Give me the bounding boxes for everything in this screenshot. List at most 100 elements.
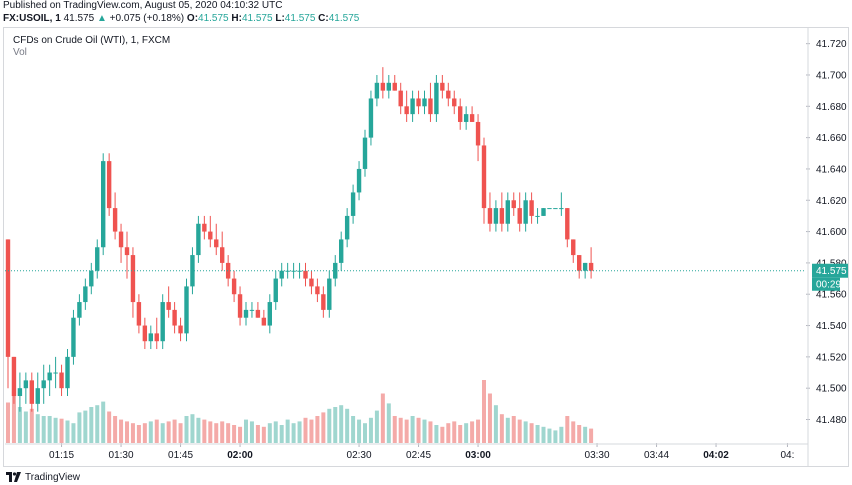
candle-body [166,302,171,310]
chart-legend-title[interactable]: CFDs on Crude Oil (WTI), 1, FXCM [13,35,171,46]
volume-bar [357,419,362,443]
volume-bar [559,426,564,443]
high-label: H: [231,13,242,24]
symbol-label[interactable]: FX:USOIL, 1 [3,13,61,24]
y-tick-label: 41.700 [816,70,847,81]
volume-bar [244,419,248,443]
y-tick-label: 41.500 [816,384,847,395]
quote-line: FX:USOIL, 1 41.575 ▲ +0.075 (+0.18%) O:4… [3,13,359,24]
candle-body [553,208,558,210]
candle-body [547,208,552,210]
y-tick-label: 41.560 [816,290,847,301]
candle-body [463,114,469,122]
candle-body [493,208,499,224]
candle-body [243,309,249,318]
volume-bar [529,423,534,443]
candle-body [410,98,415,115]
volume-bar [71,423,76,443]
volume-bar [113,416,118,443]
volume-bar [59,418,64,443]
chart-legend-volume[interactable]: Vol [13,47,27,58]
candle-layer [5,67,594,412]
volume-bar [583,426,588,443]
candle-body [344,215,350,240]
volume-bar [261,426,266,443]
candle-body [71,317,76,357]
candle-body [327,278,332,310]
y-tick-label: 41.660 [816,133,847,144]
volume-bar [291,423,296,443]
x-tick-label: 03:00 [465,450,491,461]
y-tick-label: 41.720 [816,39,847,50]
y-tick-label: 41.520 [816,352,847,363]
candle-body [386,82,391,91]
x-tick-label: 03:44 [644,450,669,461]
candle-body [214,239,219,248]
candle-body [582,262,588,271]
volume-bar [130,423,135,443]
candle-body [487,208,493,224]
volume-bar [136,425,141,443]
volume-bar [428,421,433,443]
volume-bar [273,421,278,443]
published-line: Published on TradingView.com, August 05,… [3,0,283,11]
volume-bar [178,423,183,443]
volume-bar [446,423,451,443]
volume-bar [487,393,492,443]
volume-bar [119,419,124,443]
candle-body [565,208,570,240]
candle-body [523,200,528,224]
candle-body [434,82,439,115]
last-price-axis-label: 41.575 [816,266,847,277]
y-tick-label: 41.480 [816,415,847,426]
volume-bar [47,416,52,443]
x-tick-label: 03:30 [585,450,610,461]
tradingview-brand[interactable]: TradingView [25,471,81,483]
candle-body [89,270,94,287]
volume-bar [464,423,469,443]
volume-bar [196,417,201,443]
x-tick-label: 04:02 [703,450,729,461]
candle-body [11,356,17,397]
volume-bar [368,417,373,443]
volume-bar [142,423,147,443]
volume-bar [499,414,504,443]
volume-bar [148,421,153,443]
candle-body [315,286,320,295]
candle-body [154,333,159,342]
volume-bar [517,419,522,443]
candle-body [124,247,130,256]
volume-bar [351,416,356,443]
volume-bar [89,407,94,443]
volume-bar [17,407,22,443]
y-tick-label: 41.620 [816,196,847,207]
candle-body [499,208,505,224]
candle-body [475,121,481,146]
volume-bar [214,423,219,443]
volume-bar [363,423,367,443]
volume-bar [339,405,344,443]
candle-body [77,302,82,318]
candle-body [184,286,189,334]
candle-body [178,325,183,334]
volume-bar [77,412,82,443]
candle-body [83,286,88,303]
volume-bar [589,428,594,443]
volume-bar [470,421,475,443]
volume-bar [523,421,528,443]
volume-bar [190,414,195,443]
candle-body [255,309,261,318]
low-label: L: [275,13,285,24]
candle-body [237,294,243,318]
volume-bar [267,423,272,443]
volume-bar [125,421,129,443]
volume-bar [65,420,70,443]
tradingview-logo-icon [6,472,21,482]
volume-bar [53,417,58,443]
volume-bar [565,416,570,443]
countdown-label: 00:29 [816,280,841,291]
volume-bar [333,407,338,443]
countdown-badge [812,277,840,291]
candle-body [469,114,475,122]
